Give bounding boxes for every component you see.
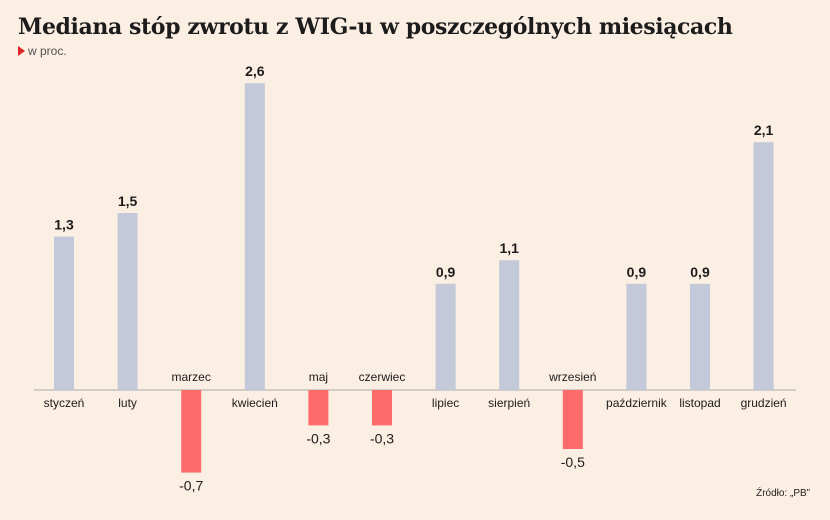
chart-title: Mediana stóp zwrotu z WIG-u w poszczegól… [18,14,733,40]
bar-3 [244,83,265,390]
value-label-11: 2,1 [754,122,774,138]
value-label-5: -0,3 [370,430,394,446]
category-label-10: listopad [679,396,720,410]
bar-8 [562,390,583,449]
triangle-marker-icon [18,46,25,56]
bar-11 [753,142,774,390]
chart-subtitle: w proc. [18,44,67,58]
value-label-6: 0,9 [436,264,456,280]
value-label-2: -0,7 [179,478,203,494]
value-label-10: 0,9 [690,264,710,280]
value-label-4: -0,3 [306,430,330,446]
category-label-6: lipiec [432,396,459,410]
category-label-3: kwiecień [232,396,278,410]
bar-4 [308,390,329,426]
category-label-11: grudzień [741,396,787,410]
value-label-7: 1,1 [499,240,519,256]
bar-0 [54,236,74,390]
category-label-7: sierpień [488,396,530,410]
source-note: Źródło: „PB” [756,488,810,499]
category-label-9: październik [606,396,668,410]
category-label-0: styczeń [44,396,85,410]
bar-5 [372,390,392,426]
bar-7 [499,260,520,390]
value-label-3: 2,6 [245,63,265,79]
value-label-8: -0,5 [561,454,585,470]
value-label-1: 1,5 [118,193,138,209]
bar-2 [181,390,202,473]
value-label-9: 0,9 [627,264,647,280]
category-label-2: marzec [172,370,211,384]
bar-10 [690,283,710,390]
category-label-8: wrzesień [548,370,596,384]
value-label-0: 1,3 [54,217,74,233]
category-label-4: maj [309,370,328,384]
unit-label: w proc. [28,44,67,58]
bar-6 [435,283,456,390]
bar-1 [117,213,138,390]
category-label-1: luty [118,396,137,410]
bar-9 [626,283,647,390]
category-label-5: czerwiec [359,370,406,384]
